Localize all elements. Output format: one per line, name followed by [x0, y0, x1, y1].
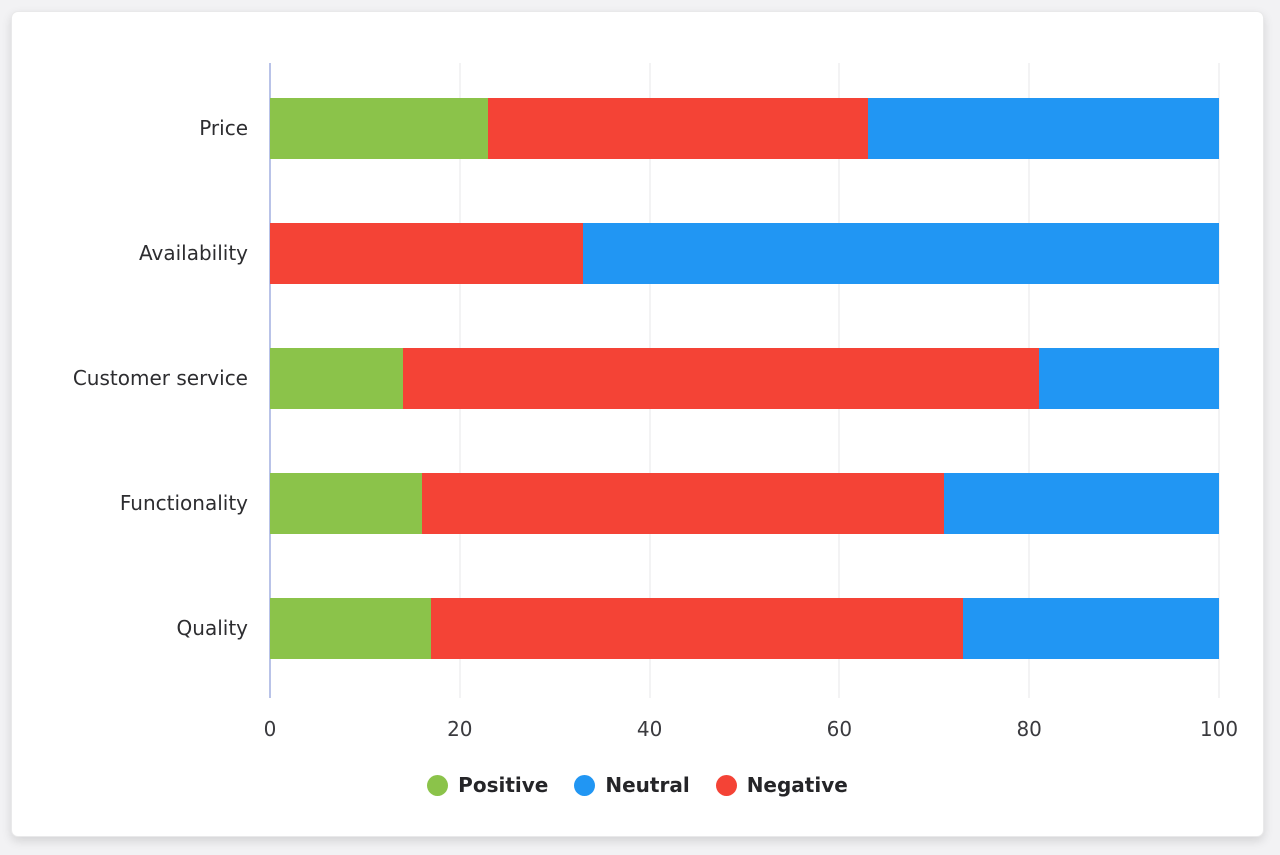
bar-segment-price-neutral[interactable] — [867, 98, 1219, 159]
x-tick-label-60: 60 — [826, 717, 853, 741]
legend-dot-positive — [427, 774, 449, 796]
bar-segment-quality-negative[interactable] — [431, 598, 963, 659]
category-label-availability: Availability — [138, 241, 248, 265]
legend: Positive Neutral Negative — [12, 773, 1263, 797]
bar-segment-customer-service-positive[interactable] — [270, 348, 403, 409]
bar-row-availability — [270, 223, 1219, 284]
x-tick-label-0: 0 — [263, 717, 277, 741]
bar-segment-customer-service-negative[interactable] — [402, 348, 1039, 409]
bar-segment-functionality-negative[interactable] — [421, 473, 944, 534]
x-tick-label-100: 100 — [1199, 717, 1239, 741]
bar-segment-functionality-positive[interactable] — [270, 473, 422, 534]
bar-rows — [270, 63, 1219, 698]
bar-row-functionality — [270, 473, 1219, 534]
bar-row-quality — [270, 598, 1219, 659]
legend-dot-neutral — [574, 774, 596, 796]
category-label-quality: Quality — [176, 616, 248, 640]
bar-segment-availability-negative[interactable] — [270, 223, 584, 284]
bar-segment-price-positive[interactable] — [270, 98, 489, 159]
bar-segment-price-negative[interactable] — [488, 98, 868, 159]
legend-label-negative: Negative — [746, 773, 848, 797]
bar-segment-functionality-neutral[interactable] — [943, 473, 1219, 534]
x-tick-label-80: 80 — [1016, 717, 1042, 741]
plot-area — [269, 63, 1220, 698]
legend-label-neutral: Neutral — [605, 773, 690, 797]
x-tick-label-20: 20 — [447, 717, 473, 741]
category-label-functionality: Functionality — [119, 491, 248, 515]
legend-item-neutral[interactable]: Neutral — [574, 773, 690, 797]
gridline-100 — [1218, 63, 1220, 698]
bar-segment-availability-neutral[interactable] — [583, 223, 1219, 284]
legend-label-positive: Positive — [458, 773, 549, 797]
value-axis: 0 20 40 60 80 100 — [264, 709, 1238, 741]
legend-item-positive[interactable]: Positive — [427, 773, 548, 797]
bar-row-customer-service — [270, 348, 1219, 409]
category-label-price: Price — [199, 116, 248, 140]
bar-segment-customer-service-neutral[interactable] — [1038, 348, 1219, 409]
bar-row-price — [270, 98, 1219, 159]
legend-item-negative[interactable]: Negative — [715, 773, 848, 797]
legend-dot-negative — [715, 774, 737, 796]
x-tick-label-40: 40 — [636, 717, 663, 741]
bar-segment-quality-positive[interactable] — [270, 598, 432, 659]
category-label-customer-service: Customer service — [72, 366, 248, 390]
category-axis: Price Availability Customer service Functio… — [12, 63, 248, 723]
bar-segment-quality-neutral[interactable] — [962, 598, 1219, 659]
chart-card: Price Availability Customer service Functio… — [11, 11, 1264, 837]
